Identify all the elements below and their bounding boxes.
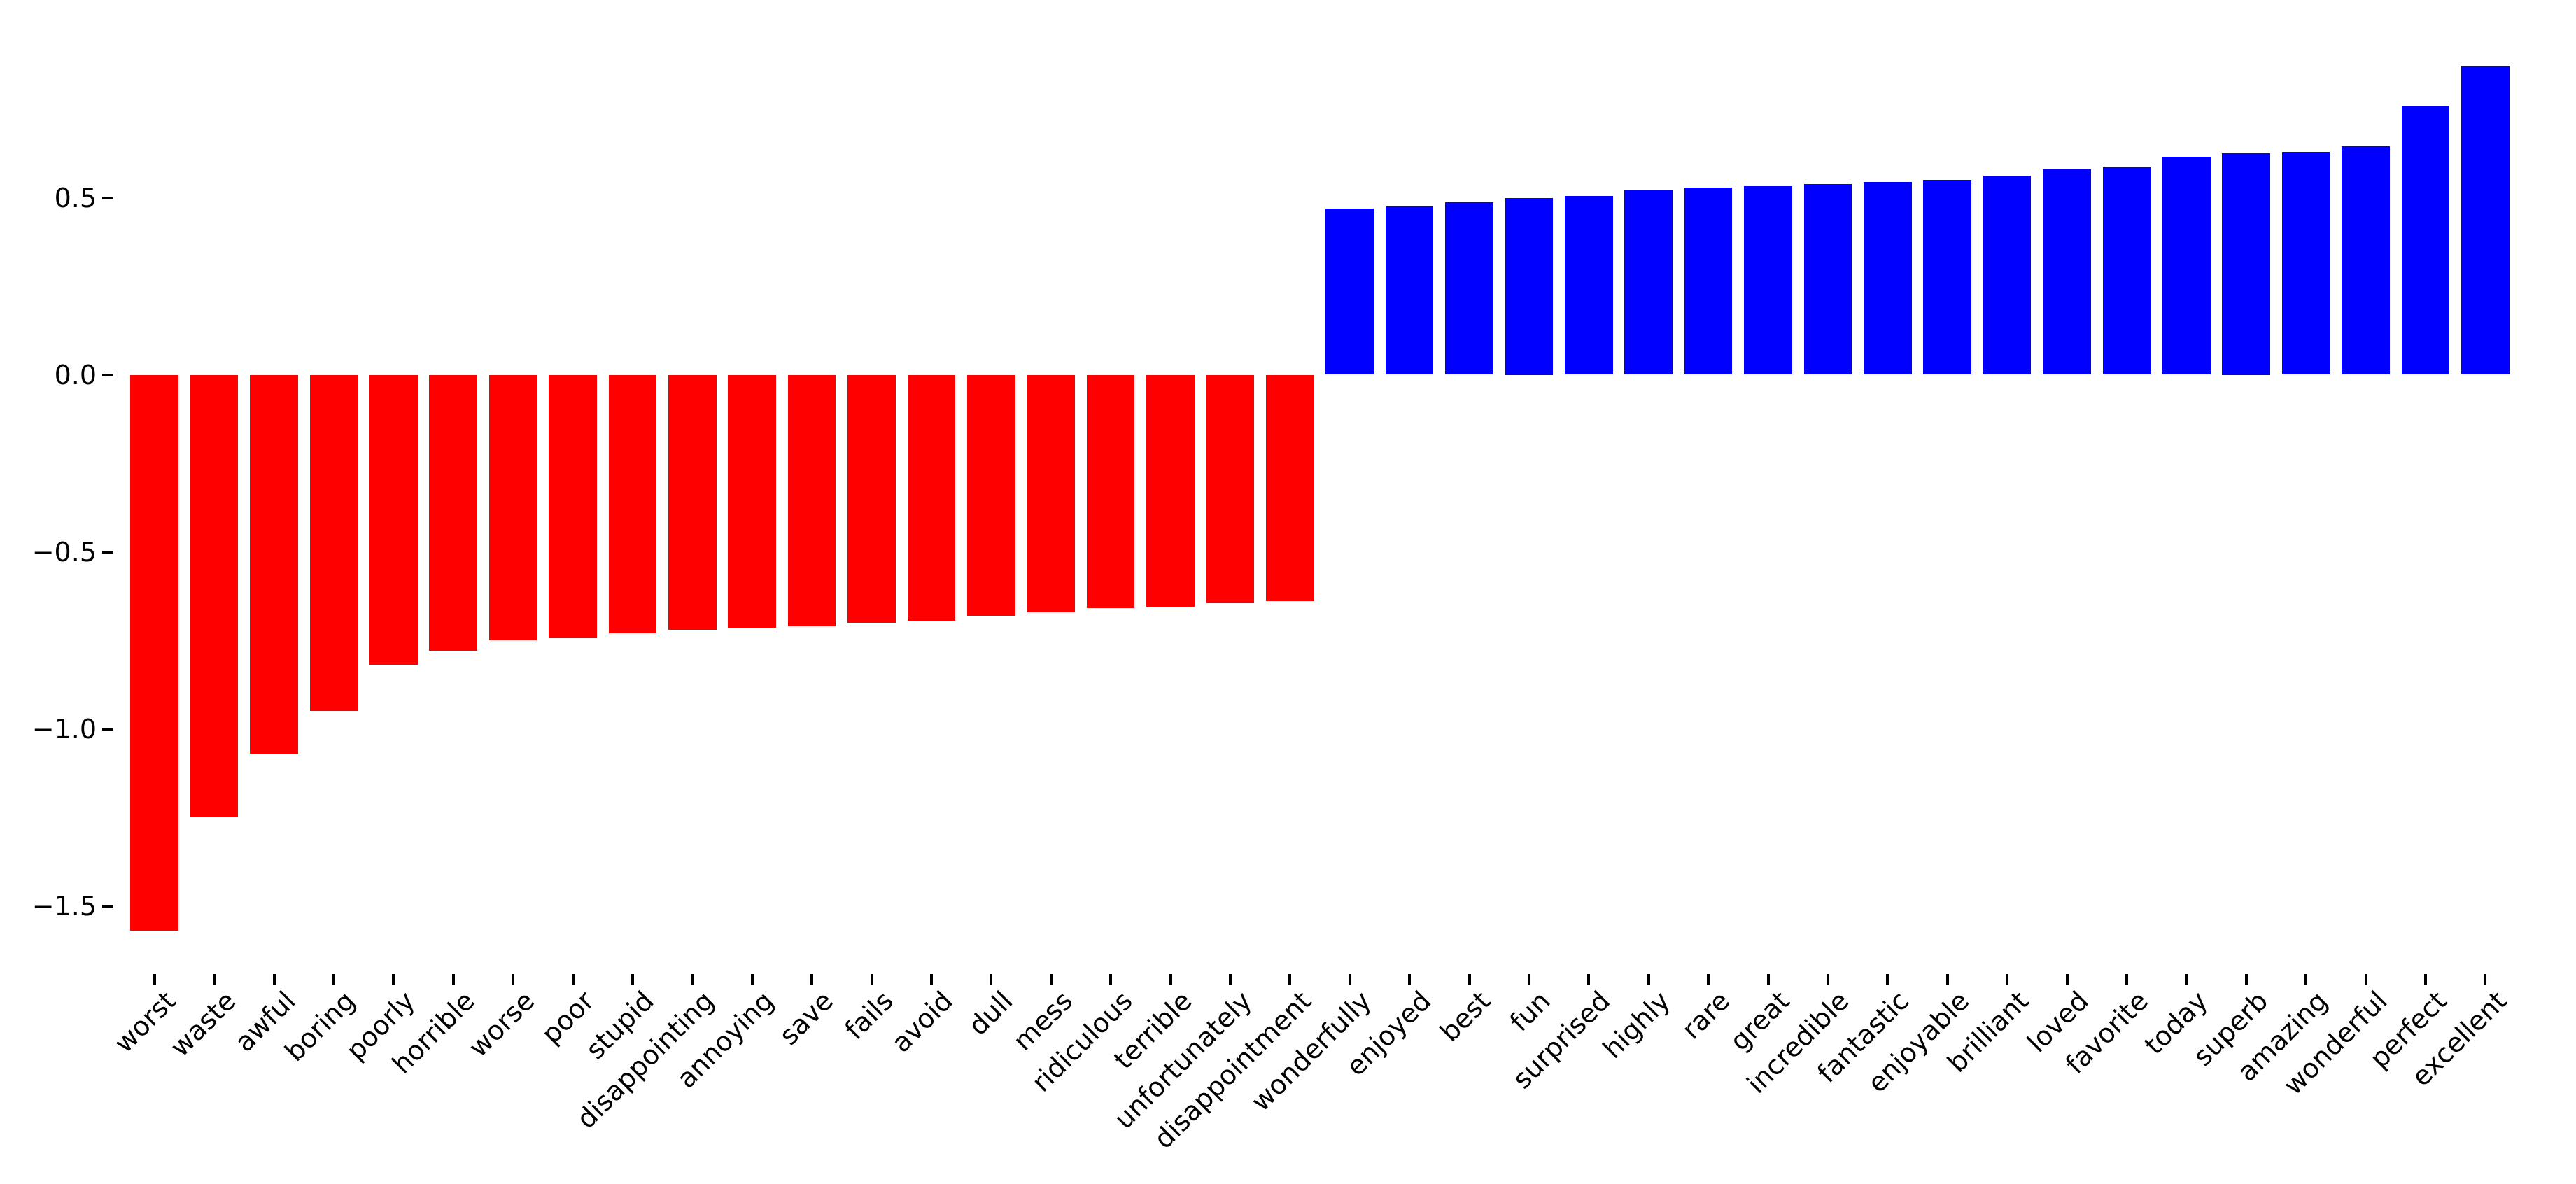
bar-annoying bbox=[728, 374, 776, 628]
x-tick-mark bbox=[1228, 974, 1232, 985]
x-tick-mark bbox=[1587, 974, 1591, 985]
bar-today bbox=[2162, 157, 2211, 375]
bar-loved bbox=[2043, 169, 2091, 375]
x-tick-mark bbox=[1408, 974, 1412, 985]
y-tick-label-−1.0: −1.0 bbox=[31, 713, 97, 745]
y-tick-label-−1.5: −1.5 bbox=[31, 890, 97, 922]
y-tick-mark bbox=[102, 550, 113, 554]
x-tick-mark bbox=[750, 974, 754, 985]
x-tick-mark bbox=[2125, 974, 2128, 985]
y-tick-mark bbox=[102, 373, 113, 376]
x-tick-mark bbox=[810, 974, 814, 985]
bar-fails bbox=[847, 374, 896, 623]
x-tick-mark bbox=[1109, 974, 1113, 985]
bar-brilliant bbox=[1983, 176, 2032, 375]
bar-mess bbox=[1027, 374, 1075, 612]
bar-waste bbox=[190, 374, 239, 817]
bar-fun bbox=[1505, 197, 1554, 375]
bar-horrible bbox=[429, 374, 477, 651]
x-tick-mark bbox=[451, 974, 455, 985]
x-tick-label-worse: worse bbox=[463, 985, 541, 1064]
x-tick-mark bbox=[1348, 974, 1351, 985]
x-tick-mark bbox=[2364, 974, 2367, 985]
x-tick-mark bbox=[332, 974, 335, 985]
x-tick-label-best: best bbox=[1434, 985, 1497, 1048]
x-tick-mark bbox=[392, 974, 395, 985]
bar-perfect bbox=[2401, 105, 2450, 375]
bar-boring bbox=[309, 374, 358, 712]
x-tick-mark bbox=[1886, 974, 1889, 985]
x-tick-mark bbox=[1826, 974, 1829, 985]
bar-great bbox=[1744, 186, 1792, 375]
bar-wonderful bbox=[2342, 146, 2390, 375]
x-tick-mark bbox=[2065, 974, 2069, 985]
x-tick-label-highly: highly bbox=[1596, 985, 1676, 1065]
x-tick-label-avoid: avoid bbox=[885, 985, 959, 1059]
x-tick-mark bbox=[272, 974, 276, 985]
bar-surprised bbox=[1565, 195, 1613, 375]
x-tick-mark bbox=[1707, 974, 1710, 985]
bar-incredible bbox=[1803, 184, 1852, 375]
bar-highly bbox=[1624, 190, 1673, 375]
bar-stupid bbox=[608, 374, 657, 633]
x-tick-mark bbox=[1945, 974, 1949, 985]
x-tick-mark bbox=[571, 974, 575, 985]
y-tick-label-0.0: 0.0 bbox=[54, 359, 97, 390]
y-tick-mark bbox=[102, 196, 113, 199]
x-tick-mark bbox=[1169, 974, 1172, 985]
x-tick-mark bbox=[929, 974, 933, 985]
x-tick-mark bbox=[870, 974, 873, 985]
bar-disappointment bbox=[1266, 374, 1314, 602]
bar-save bbox=[787, 374, 836, 626]
bar-rare bbox=[1684, 188, 1733, 375]
bar-avoid bbox=[907, 374, 956, 621]
bar-enjoyable bbox=[1923, 180, 1971, 375]
x-tick-mark bbox=[2423, 974, 2427, 985]
bar-wonderfully bbox=[1325, 208, 1374, 375]
x-tick-mark bbox=[691, 974, 694, 985]
bar-poorly bbox=[369, 374, 418, 665]
bar-excellent bbox=[2461, 66, 2510, 375]
x-tick-mark bbox=[2484, 974, 2487, 985]
bar-fantastic bbox=[1864, 181, 1912, 375]
x-tick-mark bbox=[2185, 974, 2188, 985]
x-tick-label-waste: waste bbox=[164, 985, 242, 1063]
bar-disappointing bbox=[668, 374, 717, 630]
x-tick-mark bbox=[512, 974, 515, 985]
x-tick-mark bbox=[2244, 974, 2248, 985]
y-tick-label-0.5: 0.5 bbox=[54, 182, 97, 213]
bar-dull bbox=[967, 374, 1015, 616]
x-tick-mark bbox=[1049, 974, 1053, 985]
bar-favorite bbox=[2102, 167, 2151, 375]
bar-worse bbox=[488, 374, 537, 640]
bar-terrible bbox=[1146, 374, 1195, 607]
y-tick-mark bbox=[102, 904, 113, 908]
bar-worst bbox=[130, 374, 178, 931]
x-tick-mark bbox=[1527, 974, 1530, 985]
x-tick-mark bbox=[990, 974, 993, 985]
x-tick-mark bbox=[1647, 974, 1650, 985]
x-tick-mark bbox=[213, 974, 216, 985]
x-tick-mark bbox=[2006, 974, 2009, 985]
x-tick-mark bbox=[631, 974, 634, 985]
bar-unfortunately bbox=[1206, 374, 1255, 603]
bar-enjoyed bbox=[1385, 206, 1434, 375]
bar-poor bbox=[549, 374, 597, 639]
x-tick-mark bbox=[2304, 974, 2308, 985]
bar-best bbox=[1445, 202, 1493, 375]
x-tick-mark bbox=[1766, 974, 1770, 985]
x-tick-mark bbox=[153, 974, 156, 985]
x-tick-mark bbox=[1288, 974, 1292, 985]
bar-superb bbox=[2222, 153, 2270, 375]
y-tick-mark bbox=[102, 727, 113, 731]
bar-awful bbox=[250, 374, 298, 754]
x-tick-mark bbox=[1468, 974, 1471, 985]
bar-amazing bbox=[2281, 151, 2330, 375]
bar-ridiculous bbox=[1086, 374, 1135, 609]
x-tick-label-save: save bbox=[773, 985, 840, 1052]
y-tick-label-−0.5: −0.5 bbox=[31, 536, 97, 568]
